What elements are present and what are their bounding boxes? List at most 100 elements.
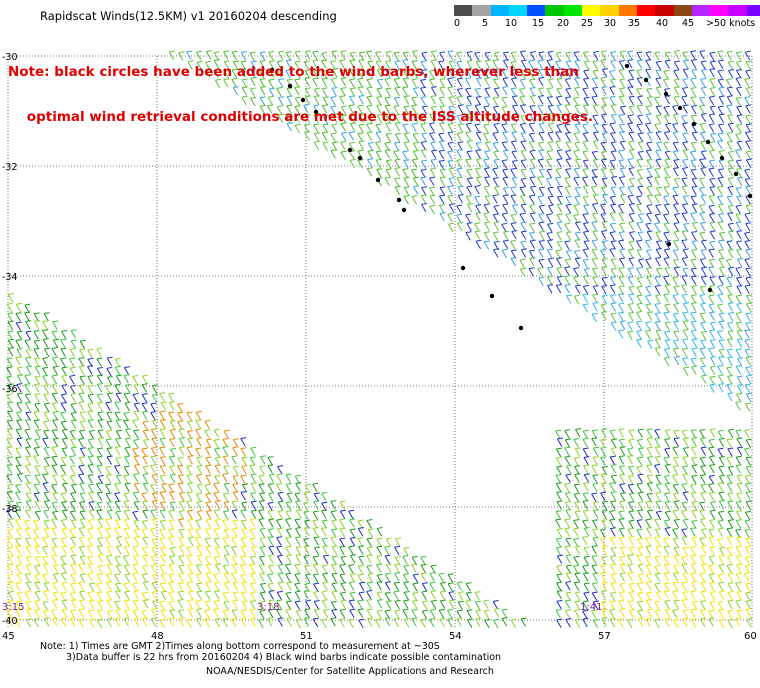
barb-flag (268, 78, 275, 81)
barb-shaft (87, 439, 94, 448)
wind-barb (330, 60, 337, 70)
barb-flag (718, 213, 725, 215)
barb-shaft (574, 196, 580, 205)
barb-shaft (673, 61, 680, 70)
barb-flag (24, 374, 31, 377)
barb-flag (744, 212, 751, 215)
barb-flag (583, 222, 590, 225)
wind-barb (691, 68, 698, 79)
wind-barb (717, 429, 724, 440)
wind-barb (673, 230, 680, 240)
barb-flag (618, 69, 625, 71)
barb-shaft (655, 78, 661, 87)
wind-barb (52, 410, 59, 421)
barb-shaft (24, 304, 30, 313)
barb-shaft (709, 61, 716, 70)
barb-shaft (43, 313, 49, 322)
barb-shaft (205, 51, 212, 60)
barb-flag (673, 312, 680, 315)
barb-flag (674, 50, 680, 52)
barb-shaft (529, 177, 535, 186)
barb-flag (654, 428, 661, 431)
barb-shaft (736, 339, 743, 348)
barb-flag (510, 167, 517, 170)
barb-flag (736, 230, 743, 232)
wind-barb (349, 69, 356, 79)
wind-barb (618, 159, 625, 169)
barb-flag (735, 132, 742, 135)
wind-barb (123, 392, 130, 402)
wind-barb (537, 195, 544, 205)
barb-flag (15, 356, 22, 359)
barb-shaft (636, 339, 642, 348)
wind-barb (611, 113, 618, 124)
barb-flag (610, 59, 617, 62)
barb-flag (376, 60, 382, 63)
barb-shaft (618, 232, 624, 241)
barb-shaft (96, 448, 103, 457)
wind-barb (538, 168, 545, 178)
barb-flag (583, 184, 590, 187)
barb-flag (673, 429, 680, 432)
barb-flag (728, 266, 735, 269)
barb-shaft (267, 96, 274, 106)
barb-flag (539, 204, 545, 207)
wind-barb (213, 68, 220, 78)
barb-shaft (682, 142, 688, 151)
wind-barb (132, 419, 139, 429)
barb-flag (456, 60, 463, 63)
barb-shaft (304, 70, 311, 79)
barb-shaft (33, 420, 40, 429)
barb-shaft (672, 132, 679, 141)
barb-flag (682, 51, 689, 54)
wind-barb (539, 230, 546, 241)
barb-flag (224, 69, 230, 72)
barb-flag (385, 50, 392, 53)
barb-flag (628, 438, 635, 441)
barb-flag (690, 212, 697, 215)
wind-barb (637, 231, 644, 241)
wind-barb (447, 86, 454, 96)
barb-flag (385, 87, 392, 90)
barb-shaft (538, 222, 544, 231)
barb-shaft (681, 88, 688, 97)
wind-barb (366, 167, 373, 177)
barb-flag (682, 267, 689, 270)
barb-flag (367, 158, 374, 161)
wind-barb (511, 176, 518, 187)
barb-flag (610, 312, 617, 315)
barb-shaft (700, 223, 706, 232)
wind-barb (636, 69, 643, 79)
barb-shaft (87, 420, 94, 429)
wind-barb (726, 50, 733, 61)
wind-barb (69, 357, 76, 367)
barb-flag (690, 86, 697, 89)
barb-shaft (358, 60, 364, 69)
barb-flag (134, 410, 140, 413)
wind-barb (430, 59, 437, 69)
wind-barb (592, 293, 599, 303)
barb-shaft (43, 412, 50, 421)
barb-shaft (654, 438, 660, 447)
barb-flag (70, 392, 77, 395)
barb-shaft (663, 249, 670, 258)
barb-shaft (709, 106, 716, 115)
barb-shaft (663, 168, 669, 177)
barb-shaft (519, 89, 525, 98)
barb-shaft (628, 150, 635, 159)
wind-barb (546, 59, 553, 69)
barb-flag (709, 240, 716, 243)
barb-shaft (510, 195, 516, 204)
wind-barb (322, 96, 329, 106)
barb-flag (71, 419, 77, 422)
barb-shaft (565, 169, 571, 178)
barb-shaft (160, 420, 166, 429)
wind-barb (736, 248, 743, 259)
wind-barb (636, 77, 643, 87)
barb-shaft (736, 61, 742, 70)
barb-shaft (682, 133, 688, 142)
barb-flag (699, 186, 706, 189)
barb-flag (700, 339, 707, 342)
barb-shaft (187, 61, 193, 70)
barb-flag (447, 86, 454, 89)
